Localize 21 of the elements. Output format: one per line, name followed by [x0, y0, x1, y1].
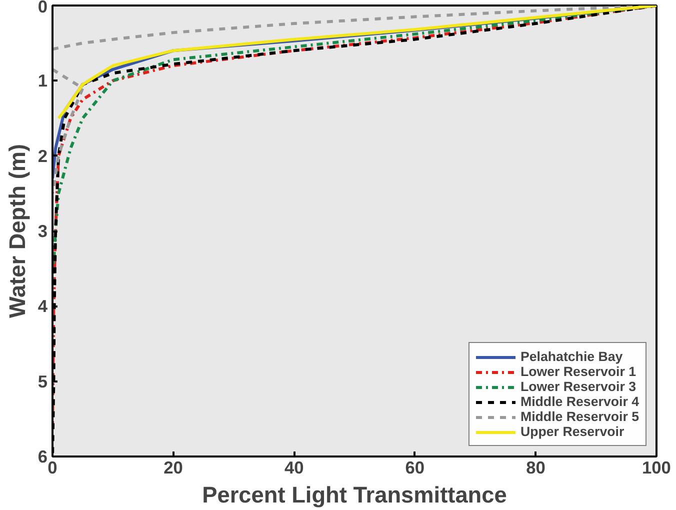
line-series [57, 6, 656, 120]
y-tick-label: 1 [38, 70, 48, 91]
y-tick-label: 5 [38, 371, 48, 392]
legend-label: Middle Reservoir 5 [520, 409, 639, 424]
y-tick-label: 0 [38, 0, 48, 16]
y-tick-label: 6 [38, 446, 48, 466]
x-tick-label: 20 [164, 458, 183, 478]
legend-label: Middle Reservoir 4 [520, 394, 639, 409]
y-tick-label: 4 [38, 296, 48, 316]
y-tick-label: 2 [38, 146, 48, 166]
legend-label: Pelahatchie Bay [520, 349, 623, 364]
x-tick-label: 80 [526, 458, 546, 478]
y-axis-title: Water Depth (m) [4, 144, 30, 318]
x-tick-label: 40 [284, 458, 304, 478]
y-tick-label: 3 [38, 221, 48, 241]
legend-label: Upper Reservoir [520, 424, 624, 439]
legend-label: Lower Reservoir 1 [520, 364, 636, 379]
x-tick-label: 100 [642, 458, 671, 478]
legend-label: Lower Reservoir 3 [520, 379, 636, 394]
x-tick-label: 60 [405, 458, 425, 478]
x-axis-title: Percent Light Transmittance [202, 482, 507, 508]
